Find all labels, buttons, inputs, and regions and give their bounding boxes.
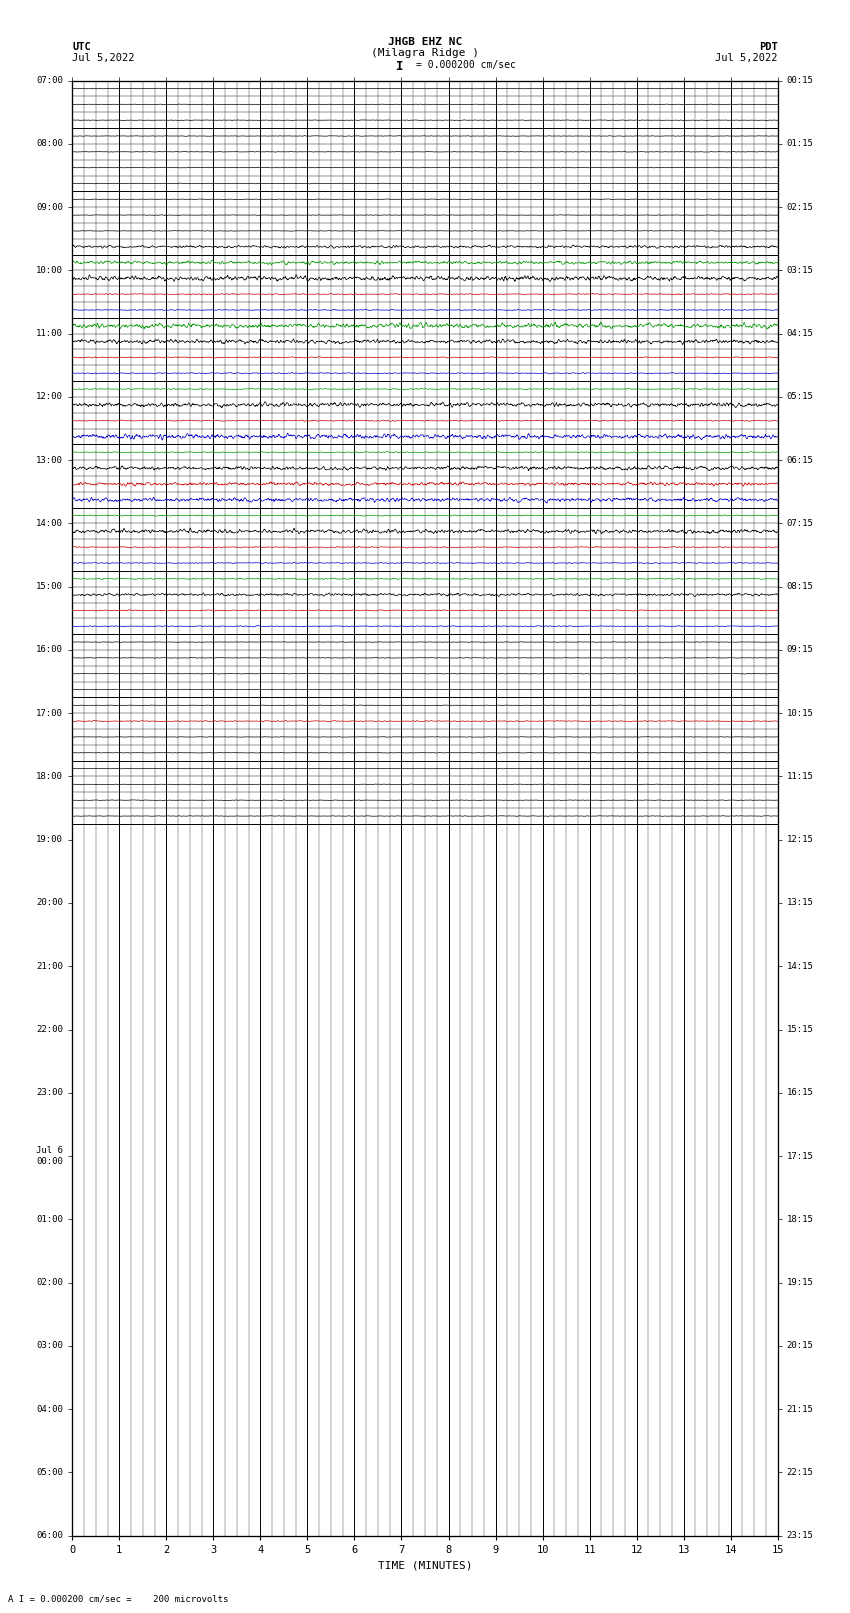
X-axis label: TIME (MINUTES): TIME (MINUTES) bbox=[377, 1560, 473, 1569]
Text: JHGB EHZ NC: JHGB EHZ NC bbox=[388, 37, 462, 47]
Text: PDT: PDT bbox=[759, 42, 778, 52]
Text: = 0.000200 cm/sec: = 0.000200 cm/sec bbox=[416, 60, 516, 69]
Text: A I = 0.000200 cm/sec =    200 microvolts: A I = 0.000200 cm/sec = 200 microvolts bbox=[8, 1594, 229, 1603]
Text: Jul 5,2022: Jul 5,2022 bbox=[72, 53, 135, 63]
Text: Jul 5,2022: Jul 5,2022 bbox=[715, 53, 778, 63]
Text: I: I bbox=[396, 60, 403, 73]
Text: UTC: UTC bbox=[72, 42, 91, 52]
Text: (Milagra Ridge ): (Milagra Ridge ) bbox=[371, 48, 479, 58]
